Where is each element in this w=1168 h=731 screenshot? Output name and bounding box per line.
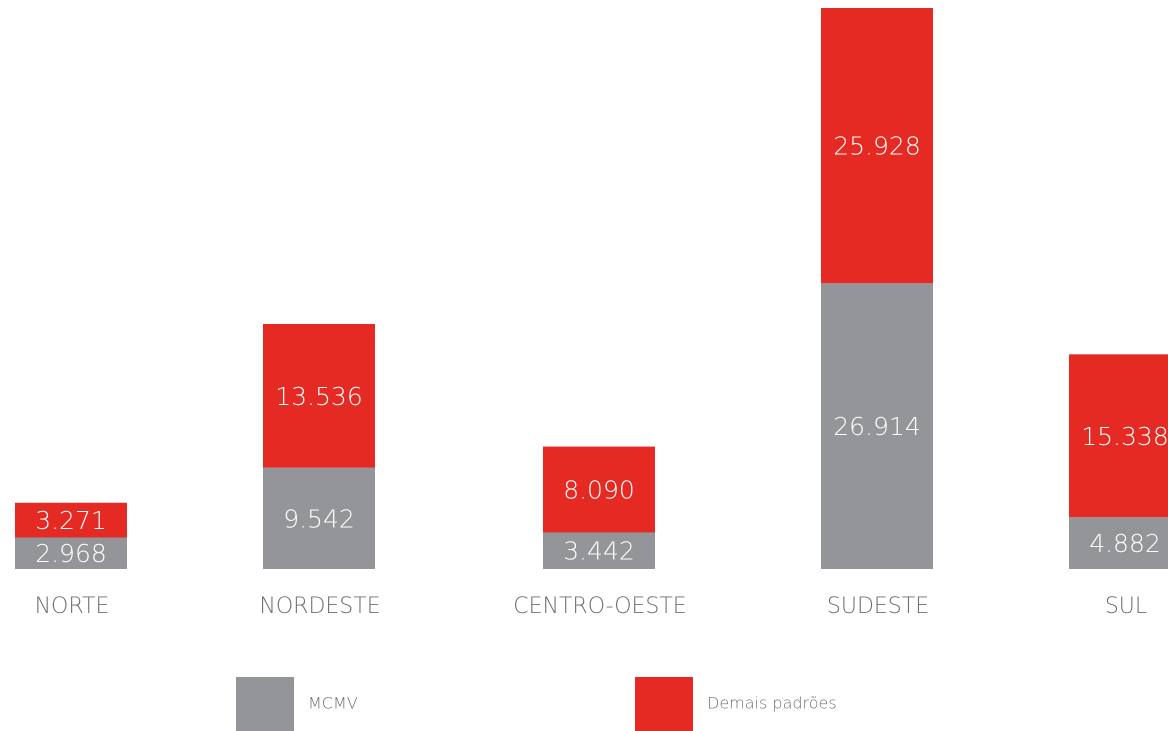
value-label: 9.542 (283, 504, 355, 533)
bar-segment (1069, 517, 1168, 569)
bar-segment (263, 323, 375, 468)
legend-label: Demais padrões (707, 694, 837, 713)
x-tick-label: SUL (1105, 594, 1147, 619)
legend-label: MCMV (308, 694, 358, 713)
bar-segment (15, 537, 127, 569)
bar-segment (543, 532, 655, 569)
x-tick-label: SUDESTE (827, 594, 929, 619)
x-tick-label: NORTE (35, 594, 110, 619)
bar-segment (263, 467, 375, 569)
value-label: 3.271 (35, 506, 107, 535)
value-label: 4.882 (1089, 529, 1161, 558)
value-label: 26.914 (833, 412, 920, 441)
value-label: 3.442 (563, 537, 635, 566)
x-tick-label: CENTRO-OESTE (513, 594, 686, 619)
legend-swatch (635, 677, 693, 731)
value-label: 25.928 (833, 132, 920, 161)
bar-segment (821, 8, 933, 284)
bar-segment (543, 446, 655, 533)
value-label: 13.536 (275, 382, 362, 411)
legend-swatch (236, 677, 294, 731)
bar-segment (15, 502, 127, 538)
bar-segment (1069, 354, 1168, 518)
value-label: 2.968 (35, 539, 107, 568)
value-label: 15.338 (1081, 422, 1168, 451)
bar-segment (821, 283, 933, 569)
value-label: 8.090 (563, 476, 635, 505)
x-tick-label: NORDESTE (259, 594, 380, 619)
